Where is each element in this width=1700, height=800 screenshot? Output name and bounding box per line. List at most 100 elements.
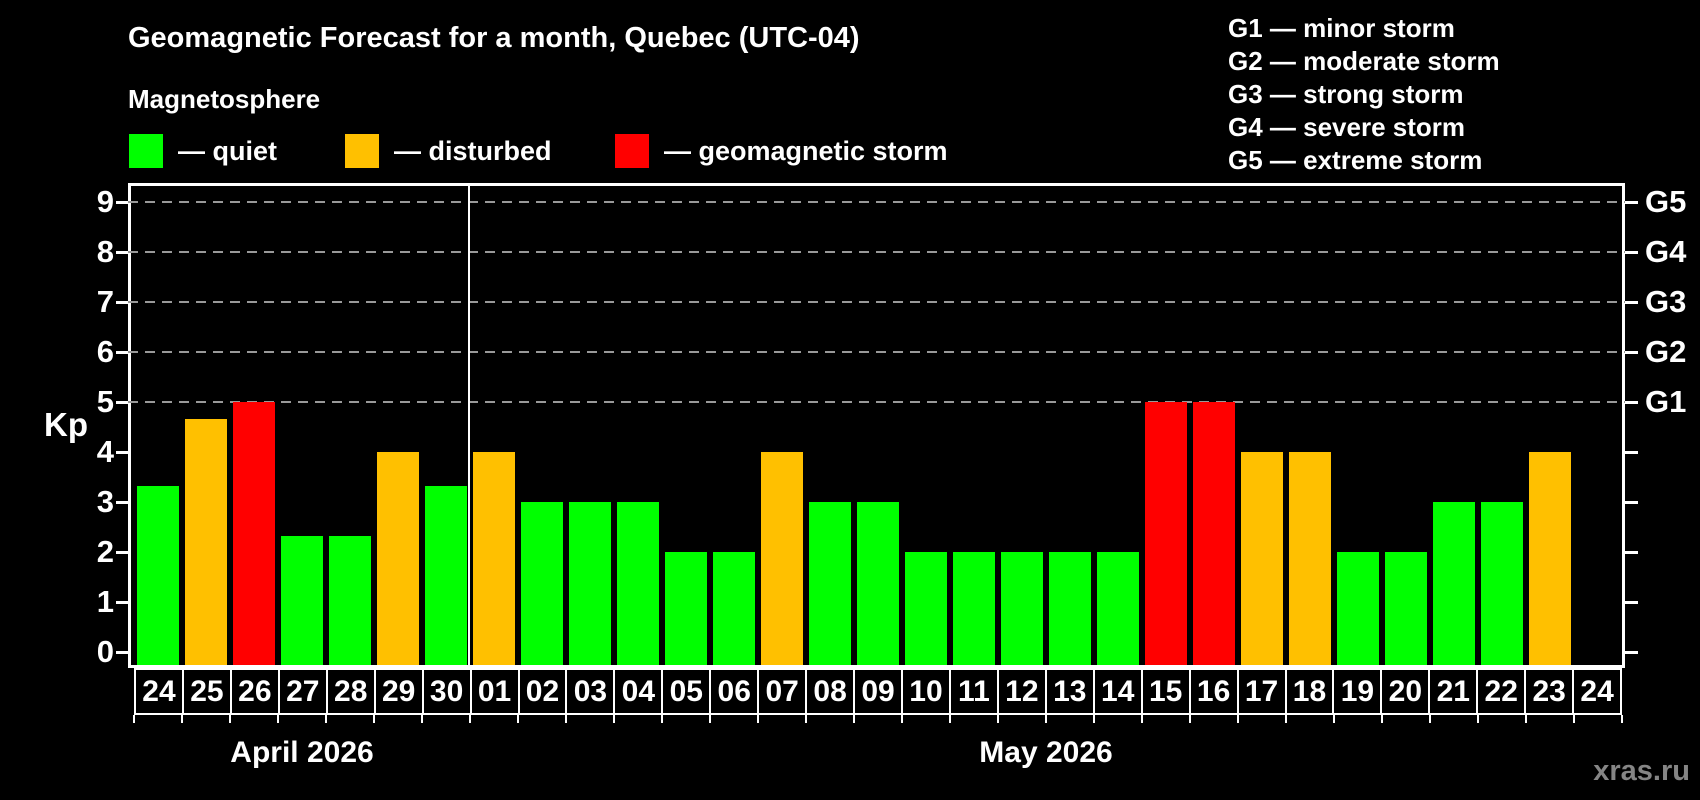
magnetosphere-label: Magnetosphere xyxy=(128,84,321,114)
legend-label-storm: — geomagnetic storm xyxy=(664,135,948,166)
bottom-axis-tick xyxy=(805,715,807,723)
day-label-14: 14 xyxy=(1095,670,1143,713)
bottom-axis-tick xyxy=(1285,715,1287,723)
day-label-25: 25 xyxy=(184,670,232,713)
g-legend-line-4: G4 — severe storm xyxy=(1228,112,1466,142)
y-axis-tick-label-3: 3 xyxy=(96,484,114,519)
day-label-03: 03 xyxy=(567,670,616,713)
y-axis-tick-label-0: 0 xyxy=(96,634,114,669)
g-legend-line-3: G3 — strong storm xyxy=(1228,79,1464,109)
g-legend-line-1: G1 — minor storm xyxy=(1228,13,1455,43)
bottom-axis-tick xyxy=(421,715,423,723)
y-axis-tick-label-6: 6 xyxy=(96,334,114,369)
right-axis-tick-7 xyxy=(1625,301,1638,304)
g-scale-legend: G1 — minor storm G2 — moderate storm G3 — … xyxy=(1228,12,1500,177)
day-label-06: 06 xyxy=(711,670,760,713)
bottom-axis-tick xyxy=(901,715,903,723)
kp-bar-21 xyxy=(1433,502,1475,665)
quiet-color-swatch xyxy=(129,134,163,168)
right-axis-tick-5 xyxy=(1625,401,1638,404)
kp-bar-22 xyxy=(1481,502,1523,665)
day-label-02: 02 xyxy=(520,670,568,713)
day-label-28: 28 xyxy=(328,670,376,713)
month-label-may: May 2026 xyxy=(979,736,1113,769)
day-label-13: 13 xyxy=(1047,670,1095,713)
chart-title: Geomagnetic Forecast for a month, Quebec… xyxy=(128,22,860,54)
kp-bar-29 xyxy=(377,452,419,665)
kp-bar-03 xyxy=(569,502,611,665)
y-axis-tick-1 xyxy=(116,601,128,604)
bottom-axis-tick xyxy=(469,715,471,723)
day-label-16: 16 xyxy=(1191,670,1239,713)
kp-bar-09 xyxy=(857,502,899,665)
g-level-label-G3: G3 xyxy=(1645,284,1687,319)
kp-bar-25 xyxy=(185,418,227,665)
day-label-21: 21 xyxy=(1430,670,1479,713)
day-label-26: 26 xyxy=(232,670,280,713)
day-label-30: 30 xyxy=(424,670,472,713)
g-level-label-G1: G1 xyxy=(1645,384,1687,419)
g-legend-line-2: G2 — moderate storm xyxy=(1228,46,1500,76)
right-axis-tick-0 xyxy=(1625,651,1638,654)
bottom-axis-tick xyxy=(661,715,663,723)
month-label-april: April 2026 xyxy=(230,736,374,769)
legend-label-quiet: — quiet xyxy=(178,135,277,166)
day-label-10: 10 xyxy=(903,670,951,713)
legend-label-disturbed: — disturbed xyxy=(394,135,552,166)
bottom-axis-tick xyxy=(325,715,327,723)
bottom-axis-tick xyxy=(949,715,951,723)
kp-bar-10 xyxy=(905,552,947,665)
kp-bar-30 xyxy=(425,485,467,665)
bottom-axis-tick xyxy=(1525,715,1527,723)
day-label-05: 05 xyxy=(663,670,712,713)
kp-bar-16 xyxy=(1193,402,1235,665)
bottom-axis-tick xyxy=(1381,715,1383,723)
y-axis-tick-label-8: 8 xyxy=(96,234,114,269)
day-label-04: 04 xyxy=(615,670,664,713)
bottom-axis-tick xyxy=(1621,715,1623,723)
right-axis-tick-3 xyxy=(1625,501,1638,504)
kp-bar-24 xyxy=(137,485,179,665)
kp-bar-08 xyxy=(809,502,851,665)
bottom-axis-tick xyxy=(1477,715,1479,723)
right-axis-tick-4 xyxy=(1625,451,1638,454)
kp-bar-02 xyxy=(521,502,563,665)
bottom-axis-tick xyxy=(1045,715,1047,723)
y-axis-tick-4 xyxy=(116,451,128,454)
g-level-label-G5: G5 xyxy=(1645,184,1687,219)
bottom-axis-tick xyxy=(1429,715,1431,723)
kp-bar-06 xyxy=(713,552,755,665)
day-label-27: 27 xyxy=(280,670,328,713)
bottom-axis-tick xyxy=(277,715,279,723)
month-separator-line xyxy=(468,186,470,665)
y-axis-tick-6 xyxy=(116,351,128,354)
day-label-08: 08 xyxy=(807,670,856,713)
kp-bar-05 xyxy=(665,552,707,665)
right-axis-tick-2 xyxy=(1625,551,1638,554)
kp-bar-27 xyxy=(281,535,323,665)
kp-bar-23 xyxy=(1529,452,1571,665)
disturbed-color-swatch xyxy=(345,134,379,168)
bottom-axis-tick xyxy=(1093,715,1095,723)
right-axis-tick-6 xyxy=(1625,351,1638,354)
day-label-29: 29 xyxy=(376,670,424,713)
bottom-axis-tick xyxy=(1237,715,1239,723)
kp-bar-01 xyxy=(473,452,515,665)
y-axis-tick-8 xyxy=(116,251,128,254)
day-label-07: 07 xyxy=(759,670,808,713)
kp-bar-28 xyxy=(329,535,371,665)
day-label-22: 22 xyxy=(1478,670,1527,713)
legend-item-storm: — geomagnetic storm xyxy=(615,134,948,168)
kp-axis-label: Kp xyxy=(44,406,88,443)
kp-bar-15 xyxy=(1145,402,1187,665)
bottom-axis-tick xyxy=(709,715,711,723)
day-label-18: 18 xyxy=(1287,670,1335,713)
y-axis-tick-2 xyxy=(116,551,128,554)
bottom-axis-tick xyxy=(757,715,759,723)
gridline-kp-5 xyxy=(128,401,1625,403)
bottom-axis-tick xyxy=(133,715,135,723)
gridline-kp-9 xyxy=(128,201,1625,203)
gridline-kp-8 xyxy=(128,251,1625,253)
y-axis-tick-label-1: 1 xyxy=(96,584,114,619)
right-axis-tick-8 xyxy=(1625,251,1638,254)
